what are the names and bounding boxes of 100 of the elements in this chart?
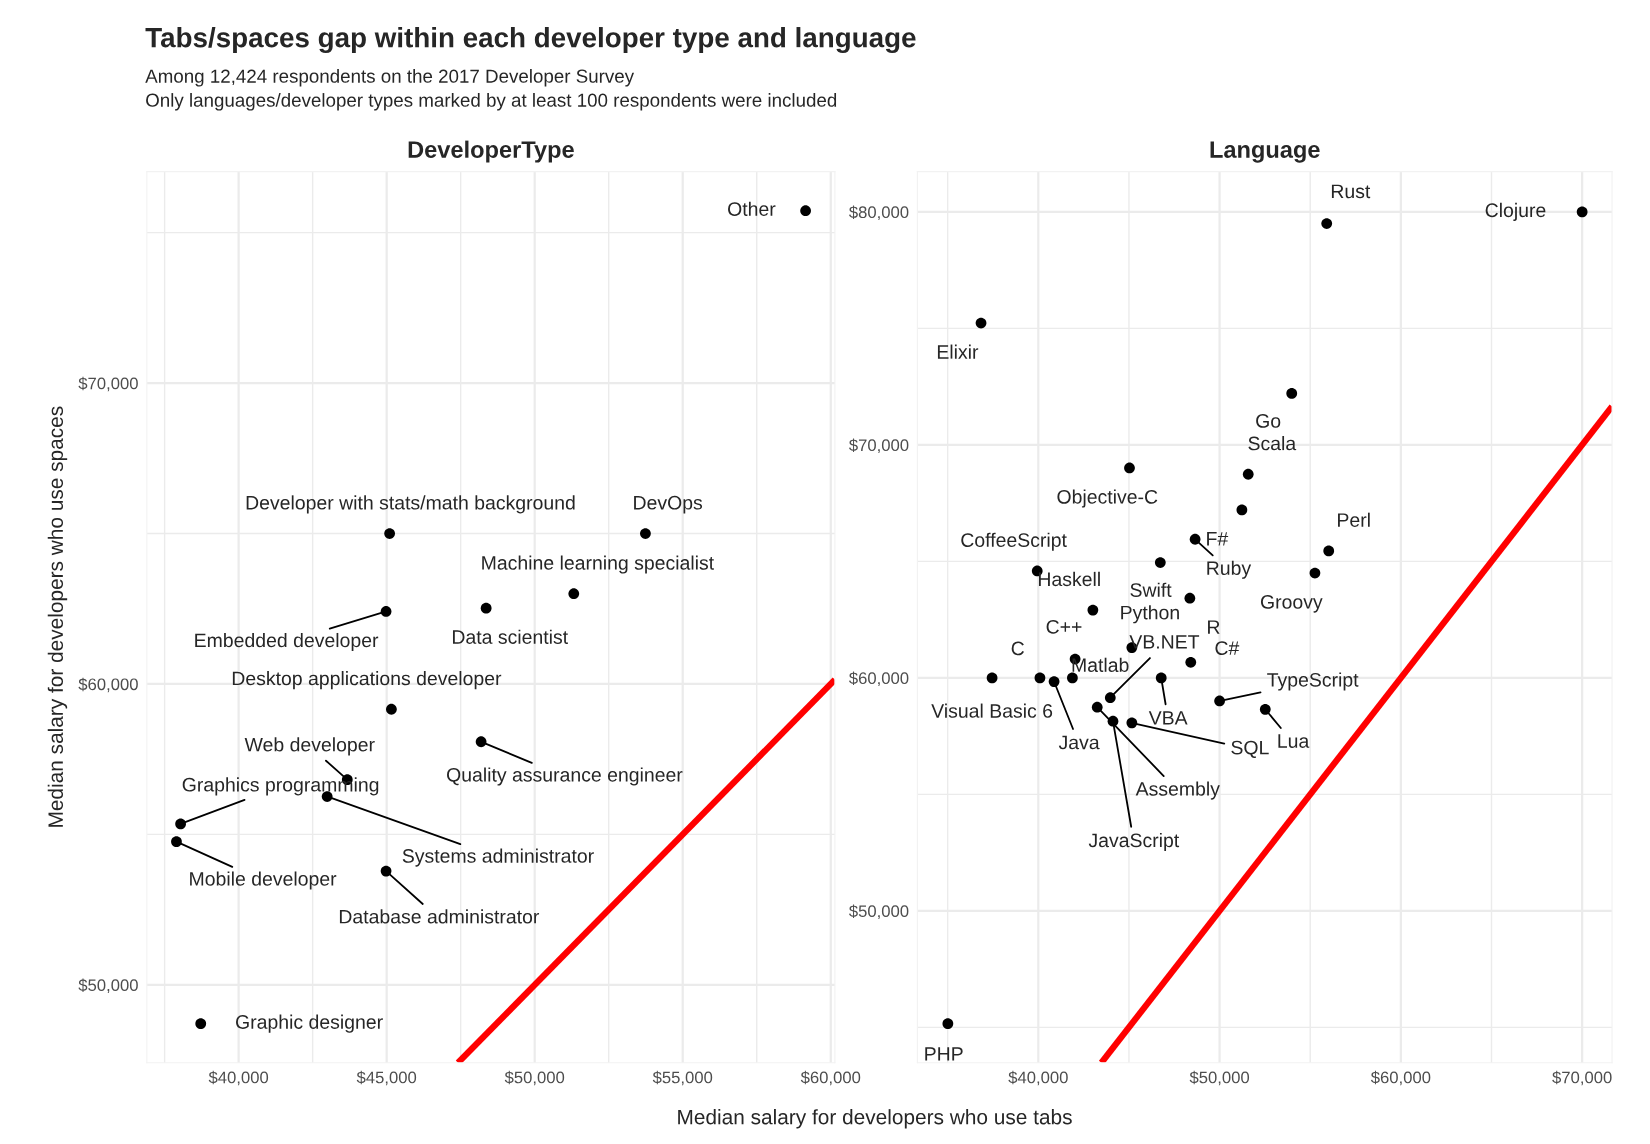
annotation: JavaScript xyxy=(1088,832,1180,852)
annotation: C++ xyxy=(1046,619,1082,634)
annotation: Go xyxy=(1256,414,1281,428)
annotation: Ruby xyxy=(1207,560,1252,579)
point xyxy=(480,602,492,614)
x-tick-label: $55,000 xyxy=(652,1070,713,1086)
point xyxy=(1126,717,1138,729)
y-tick-label: $60,000 xyxy=(849,671,909,687)
x-tick-label: $60,000 xyxy=(800,1070,861,1086)
y-tick-label: $70,000 xyxy=(849,438,909,454)
annotation: Desktop applications developer xyxy=(232,671,502,690)
annotation: Mobile developer xyxy=(190,871,337,890)
point xyxy=(568,588,580,600)
annotation: C xyxy=(1011,641,1024,656)
annotation: Rust xyxy=(1331,184,1371,199)
annotation: Developer with stats/math background xyxy=(246,495,575,514)
annotation: Python xyxy=(1121,605,1179,624)
point xyxy=(1184,592,1196,604)
point xyxy=(1154,557,1166,568)
point xyxy=(800,205,811,217)
annotation: F# xyxy=(1207,532,1229,546)
point xyxy=(386,703,397,715)
annotation: Systems administrator xyxy=(402,848,594,867)
annotation: CoffeeScript xyxy=(961,532,1067,551)
point xyxy=(1576,206,1588,218)
x-tick-label: $40,000 xyxy=(1008,1070,1068,1086)
annotation: Assembly xyxy=(1135,781,1220,800)
point xyxy=(475,736,487,748)
annotation: Data scientist xyxy=(452,629,568,644)
annotation: Clojure xyxy=(1485,202,1546,221)
annotation: VB.NET xyxy=(1129,635,1200,649)
x-tick-label: $45,000 xyxy=(356,1070,417,1086)
chart-subtitle: Language xyxy=(1210,141,1320,163)
point xyxy=(1309,567,1321,579)
annotation: Web developer xyxy=(244,737,375,756)
point xyxy=(1214,695,1225,707)
annotation: R xyxy=(1208,620,1220,634)
text: Among 12,424 respondents on the 2017 Developer Survey xyxy=(145,69,635,87)
y-axis-title: Median salary for developers who use spaces xyxy=(47,406,68,827)
chart-subtitle: DeveloperType xyxy=(408,140,574,163)
y-tick-label: $80,000 xyxy=(849,205,909,221)
x-tick-label: $70,000 xyxy=(1552,1070,1612,1086)
annotation: Scala xyxy=(1248,436,1297,451)
annotation: PHP xyxy=(925,1047,963,1061)
point xyxy=(1124,462,1135,474)
text: Only languages/developer types marked by at least 100 respondents were included xyxy=(146,93,837,111)
point xyxy=(1242,468,1254,480)
point xyxy=(380,606,392,617)
y-tick-label: $50,000 xyxy=(849,904,909,920)
point xyxy=(1048,676,1060,687)
annotation: Perl xyxy=(1338,512,1370,527)
annotation: Embedded developer xyxy=(195,632,379,652)
annotation: Lua xyxy=(1278,734,1310,748)
annotation: C# xyxy=(1215,641,1240,655)
point xyxy=(384,528,395,539)
annotation: Elixir xyxy=(937,344,979,359)
point xyxy=(1104,692,1116,704)
y-tick-label: $70,000 xyxy=(78,376,138,392)
point xyxy=(171,836,182,848)
point xyxy=(1091,701,1103,713)
x-tick-label: $40,000 xyxy=(208,1070,269,1086)
point xyxy=(975,317,987,329)
annotation: Java xyxy=(1058,735,1100,750)
point xyxy=(1236,504,1248,516)
y-tick-label: $50,000 xyxy=(78,978,138,994)
point xyxy=(195,1018,207,1030)
annotation: Other xyxy=(728,201,776,216)
annotation: SQL xyxy=(1231,740,1269,758)
point xyxy=(1155,672,1167,684)
annotation: Graphic designer xyxy=(236,1014,383,1033)
x-tick-label: $50,000 xyxy=(504,1070,565,1086)
annotation: Graphics programming xyxy=(182,777,379,796)
point xyxy=(1259,703,1271,715)
point xyxy=(1067,672,1078,684)
annotation: Visual Basic 6 xyxy=(931,703,1053,718)
y-tick-label: $60,000 xyxy=(78,677,138,693)
point xyxy=(175,818,186,830)
annotation: Quality assurance engineer xyxy=(447,767,683,786)
annotation: Objective-C xyxy=(1057,489,1158,508)
annotation: Haskell xyxy=(1038,571,1100,587)
annotation: TypeScript xyxy=(1267,672,1359,691)
point xyxy=(1034,672,1046,684)
point xyxy=(1321,218,1333,229)
point xyxy=(1087,604,1099,616)
annotation: DevOps xyxy=(634,495,703,514)
point xyxy=(1185,656,1197,668)
annotation: Machine learning specialist xyxy=(482,555,714,574)
x-tick-label: $60,000 xyxy=(1370,1070,1431,1086)
annotation: VBA xyxy=(1148,711,1188,725)
chart-title: Tabs/spaces gap within each developer type and language xyxy=(145,27,916,54)
point xyxy=(986,672,998,684)
x-tick-label: $50,000 xyxy=(1189,1070,1250,1086)
annotation: Groovy xyxy=(1260,595,1323,613)
point xyxy=(942,1018,954,1030)
annotation: Database administrator xyxy=(339,909,540,924)
point xyxy=(1189,533,1201,545)
x-axis-title: Median salary for developers who use tabs xyxy=(678,1109,1072,1129)
point xyxy=(380,865,392,877)
point xyxy=(640,528,651,539)
point xyxy=(1323,545,1335,557)
